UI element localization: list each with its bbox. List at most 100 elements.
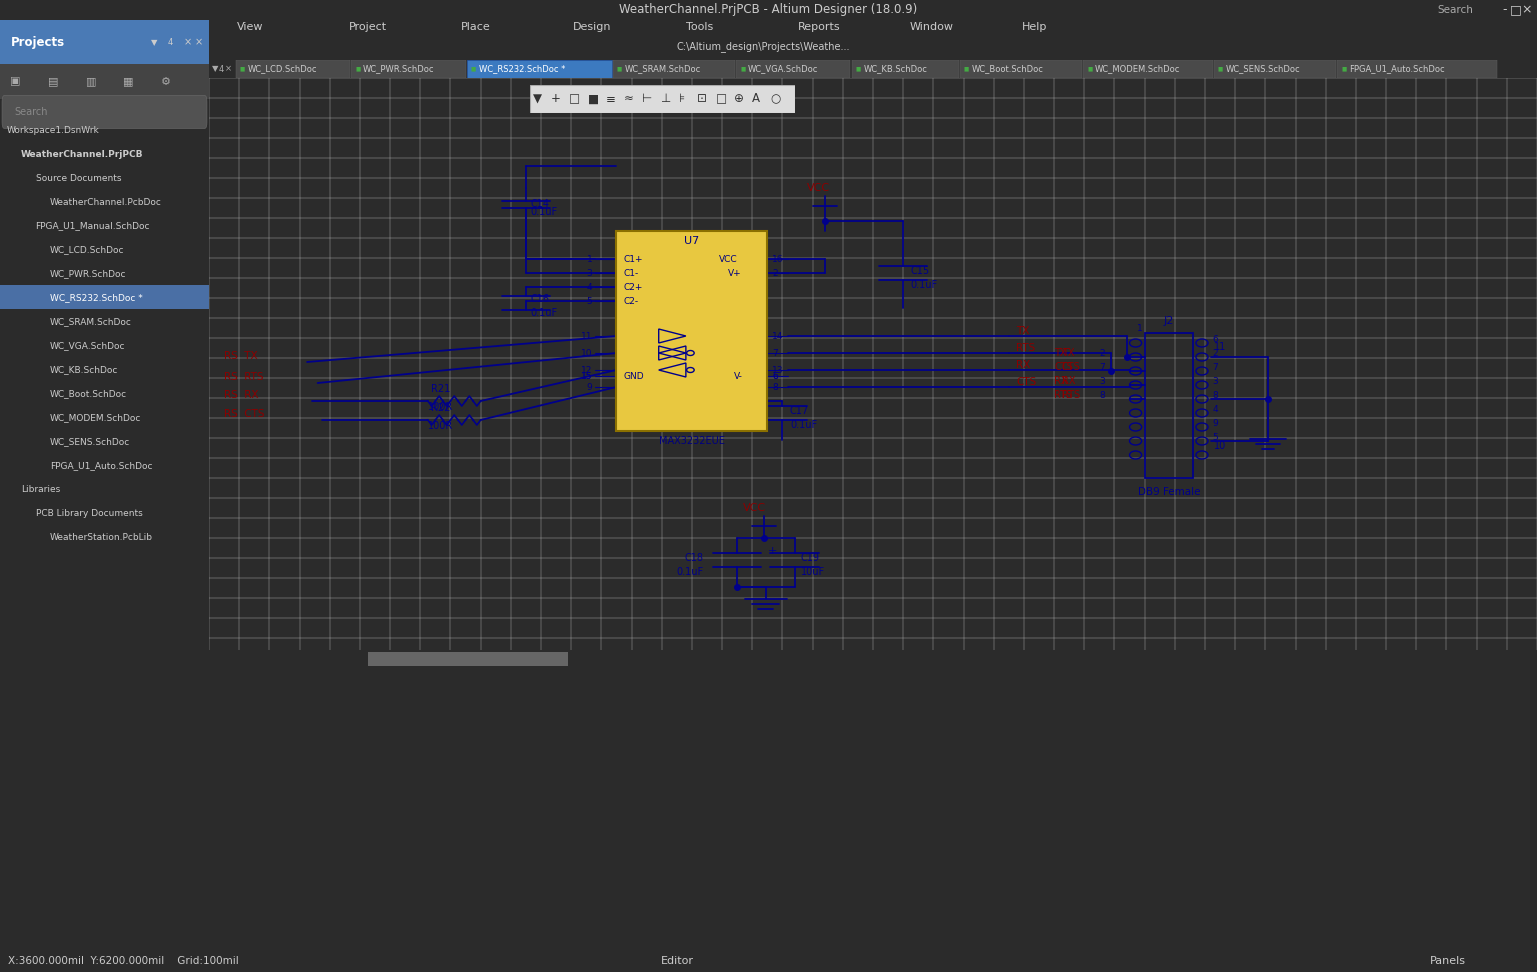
Text: WC_PWR.SchDoc: WC_PWR.SchDoc: [363, 64, 435, 74]
Text: C19: C19: [801, 553, 819, 563]
Text: ▼: ▼: [212, 64, 218, 74]
Text: 7: 7: [1099, 363, 1105, 371]
Text: C15: C15: [911, 266, 930, 276]
Text: C18: C18: [684, 553, 704, 563]
Text: WC_LCD.SchDoc: WC_LCD.SchDoc: [247, 64, 317, 74]
Text: ■: ■: [1087, 66, 1093, 72]
Text: RS  RX: RS RX: [224, 390, 258, 400]
Text: VCC: VCC: [744, 503, 767, 513]
Text: 3: 3: [587, 268, 592, 277]
Text: WeatherChannel.PcbDoc: WeatherChannel.PcbDoc: [51, 197, 161, 207]
Bar: [613, 60, 735, 78]
Text: 8: 8: [1099, 391, 1105, 399]
Text: Search: Search: [15, 107, 48, 117]
Text: CTS: CTS: [1016, 377, 1036, 387]
Text: 6: 6: [772, 371, 778, 380]
Text: ▤: ▤: [48, 77, 58, 87]
Text: RTS: RTS: [1054, 390, 1073, 400]
Text: 2: 2: [772, 268, 778, 277]
Text: 0.1uF: 0.1uF: [676, 567, 704, 577]
Text: C2-: C2-: [624, 296, 639, 305]
Text: U7: U7: [684, 236, 699, 246]
Text: 4: 4: [587, 283, 592, 292]
Text: 7: 7: [1213, 363, 1219, 371]
Text: ⚙: ⚙: [161, 77, 171, 87]
Text: 8: 8: [772, 383, 778, 392]
Text: Libraries: Libraries: [22, 485, 60, 494]
Text: ■: ■: [964, 66, 970, 72]
Text: View: View: [237, 22, 263, 32]
Text: ≈: ≈: [624, 92, 633, 106]
Text: ×: ×: [184, 37, 192, 47]
Text: ≡: ≡: [606, 92, 616, 106]
Bar: [467, 60, 612, 78]
Text: 16: 16: [772, 255, 784, 263]
Text: ⊢: ⊢: [642, 92, 653, 106]
Text: VCC: VCC: [719, 255, 738, 263]
Bar: [1145, 333, 1193, 478]
Text: 10uF: 10uF: [801, 567, 825, 577]
Text: WC_SRAM.SchDoc: WC_SRAM.SchDoc: [51, 317, 132, 327]
Text: RX: RX: [1054, 376, 1068, 386]
Text: V+: V+: [729, 268, 742, 277]
Text: CTS: CTS: [1062, 362, 1081, 372]
Text: 5: 5: [1213, 433, 1219, 441]
Text: 1: 1: [587, 255, 592, 263]
Text: □: □: [716, 92, 727, 106]
Text: ■: ■: [240, 66, 244, 72]
Text: RS  CTS: RS CTS: [224, 409, 264, 419]
Bar: [736, 60, 850, 78]
Bar: [1214, 60, 1336, 78]
Text: 10: 10: [581, 349, 592, 358]
Text: +: +: [550, 92, 561, 106]
Text: J2: J2: [1164, 316, 1174, 326]
Text: 15: 15: [581, 371, 592, 380]
Text: 10: 10: [1214, 441, 1227, 451]
Text: CTS: CTS: [1054, 362, 1073, 372]
Text: 13: 13: [772, 365, 784, 374]
Text: MAX3232EUE: MAX3232EUE: [659, 436, 725, 446]
Text: ■: ■: [616, 66, 622, 72]
Text: ■: ■: [856, 66, 861, 72]
Bar: [235, 60, 350, 78]
Text: 0.1uF: 0.1uF: [530, 207, 558, 217]
Text: WC_LCD.SchDoc: WC_LCD.SchDoc: [51, 246, 124, 255]
Bar: [959, 60, 1082, 78]
Text: FPGA_U1_Manual.SchDoc: FPGA_U1_Manual.SchDoc: [35, 222, 151, 230]
Bar: [851, 60, 959, 78]
Text: ⊡: ⊡: [698, 92, 707, 106]
Text: VCC: VCC: [807, 183, 830, 193]
Text: 4: 4: [1213, 404, 1219, 413]
Text: ○: ○: [770, 92, 781, 106]
Bar: [0, 285, 209, 309]
Text: ⊥: ⊥: [661, 92, 670, 106]
Text: 100R: 100R: [427, 402, 453, 412]
Text: RX: RX: [1016, 360, 1031, 370]
Text: TX: TX: [1054, 348, 1067, 358]
Text: Editor: Editor: [661, 956, 693, 966]
Text: ⊧: ⊧: [679, 92, 686, 106]
Text: C17: C17: [790, 406, 808, 416]
Text: Window: Window: [910, 22, 954, 32]
Text: Design: Design: [573, 22, 612, 32]
Text: ▣: ▣: [11, 77, 22, 87]
Text: C16: C16: [530, 294, 549, 304]
Text: ■: ■: [470, 66, 476, 72]
Text: ■: ■: [741, 66, 745, 72]
Text: WC_MODEM.SchDoc: WC_MODEM.SchDoc: [51, 413, 141, 422]
Text: GND: GND: [624, 371, 644, 380]
Text: A: A: [752, 92, 761, 106]
Bar: [352, 60, 466, 78]
Text: C2+: C2+: [624, 283, 644, 292]
Text: WC_PWR.SchDoc: WC_PWR.SchDoc: [51, 269, 126, 278]
Text: 6: 6: [1213, 334, 1219, 343]
Text: C14: C14: [530, 199, 549, 209]
Bar: [1084, 60, 1213, 78]
Text: +: +: [767, 546, 776, 556]
Text: WeatherChannel.PrjPCB: WeatherChannel.PrjPCB: [22, 150, 143, 158]
Text: C:\Altium_design\Projects\Weathe...: C:\Altium_design\Projects\Weathe...: [676, 42, 850, 52]
Text: ■: ■: [355, 66, 361, 72]
Text: 2: 2: [1099, 349, 1105, 358]
Text: ▼: ▼: [151, 38, 157, 47]
Text: C1-: C1-: [624, 268, 639, 277]
